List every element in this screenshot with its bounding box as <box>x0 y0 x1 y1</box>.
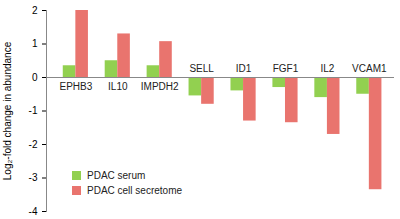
svg-text:SELL: SELL <box>189 63 214 74</box>
html-text:PDAC serum: PDAC serum <box>87 170 146 181</box>
svg-text:EPHB3: EPHB3 <box>59 81 92 92</box>
svg-text:VCAM1: VCAM1 <box>352 63 387 74</box>
svg-text:IMPDH2: IMPDH2 <box>141 81 179 92</box>
svg-text:1: 1 <box>32 38 38 49</box>
svg-text:-4: -4 <box>29 206 38 217</box>
svg-text:IL10: IL10 <box>108 81 128 92</box>
svg-text:FGF1: FGF1 <box>273 63 299 74</box>
svg-text:2: 2 <box>32 5 38 16</box>
svg-text:0: 0 <box>32 72 38 83</box>
svg-text:-1: -1 <box>29 105 38 116</box>
svg-text:-2: -2 <box>29 139 38 150</box>
svg-text:ID1: ID1 <box>236 63 252 74</box>
html-text:PDAC cell secretome: PDAC cell secretome <box>87 185 182 196</box>
svg-text:IL2: IL2 <box>320 63 334 74</box>
svg-text:-3: -3 <box>29 172 38 183</box>
svg-text:Log₂-fold change in abundance: Log₂-fold change in abundance <box>2 41 13 180</box>
